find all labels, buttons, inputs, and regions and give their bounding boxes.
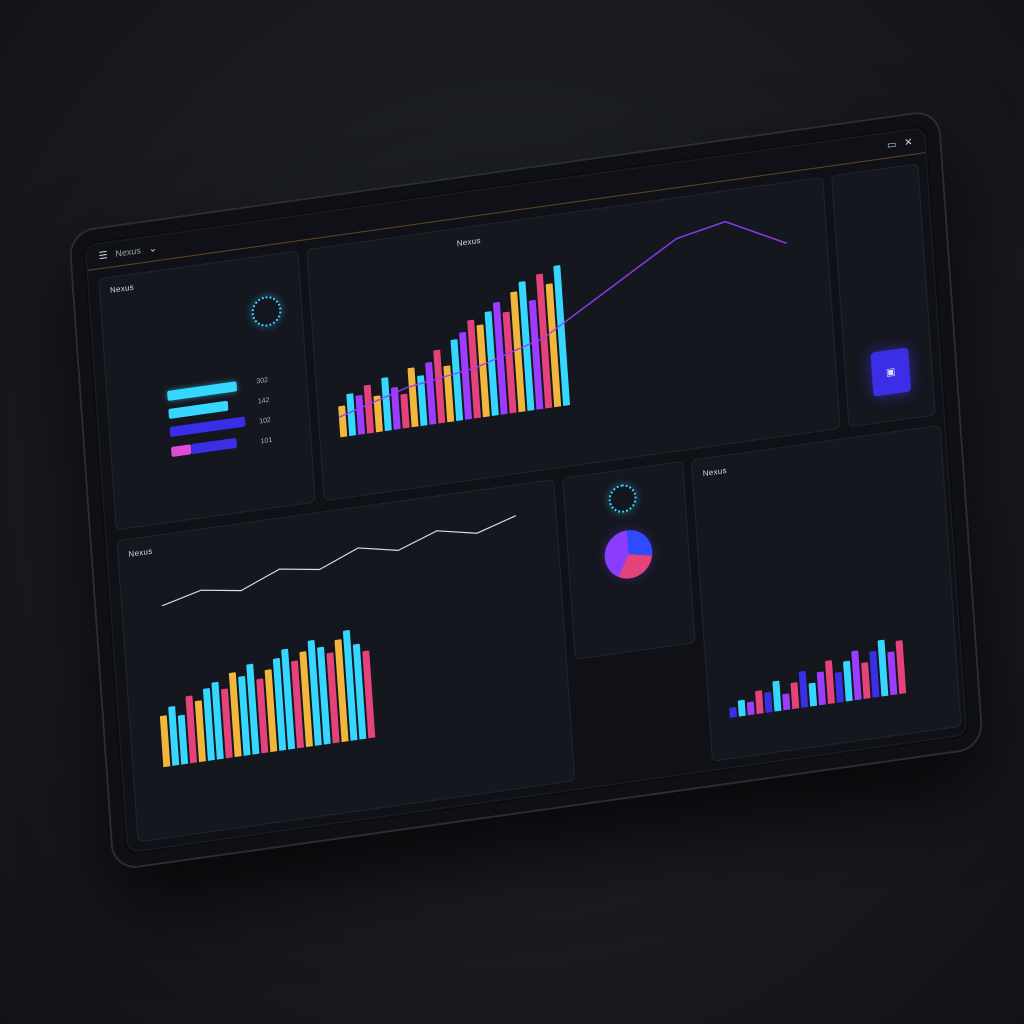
bar-3 (169, 416, 246, 437)
chart-bar (729, 706, 737, 718)
sidebar-action-button[interactable]: ▣ (870, 347, 912, 397)
row-value-3: 102 (258, 416, 272, 426)
chart-bar (798, 670, 809, 708)
pie-chart (603, 527, 654, 582)
chart-bar (755, 690, 764, 715)
chevron-down-icon[interactable]: ⌄ (148, 242, 158, 255)
chart-bar (824, 660, 835, 705)
left-panel-title: Nexus (109, 282, 135, 295)
row-value-2: 142 (257, 396, 270, 406)
menu-icon[interactable]: ☰ (98, 249, 108, 262)
tablet-device: ☰ Nexus ⌄ ▭ ✕ Nexus 302 142 102 101 (67, 108, 985, 872)
main-trend-line (338, 220, 788, 419)
chart-bar (816, 671, 826, 706)
right-panel: Nexus (690, 424, 962, 762)
chart-bar (772, 680, 782, 712)
row-value-1: 302 (256, 376, 269, 386)
chart-bar (737, 699, 746, 717)
pie-panel (562, 460, 696, 660)
chart-bar (808, 682, 818, 707)
chart-bar (790, 682, 800, 710)
gauge-icon (607, 482, 638, 515)
left-panel: Nexus 302 142 102 101 (98, 250, 316, 531)
chart-bar (842, 660, 853, 702)
right-bar-chart (726, 633, 907, 718)
close-icon[interactable]: ✕ (903, 136, 914, 149)
chart-bar (764, 691, 773, 713)
bar-4 (170, 444, 192, 457)
chart-bar (861, 662, 871, 700)
chart-bar (851, 650, 862, 701)
bar-1 (167, 381, 238, 401)
chart-bar (782, 693, 791, 711)
sidebar-button-icon: ▣ (885, 365, 896, 379)
chart-bar (834, 671, 844, 703)
chart-bar (895, 640, 907, 695)
lower-left-panel: Nexus (116, 478, 576, 843)
right-panel-title: Nexus (702, 465, 728, 479)
lower-sparkline (161, 515, 517, 607)
app-title: Nexus (115, 245, 142, 259)
chart-bar (877, 639, 889, 697)
right-sidebar: ▣ (831, 163, 936, 428)
main-chart-panel: Nexus (306, 176, 841, 502)
row-value-4: 101 (260, 436, 273, 446)
dashboard-screen: ☰ Nexus ⌄ ▭ ✕ Nexus 302 142 102 101 (84, 126, 968, 854)
bar-2 (168, 400, 229, 419)
chart-bar (746, 701, 755, 716)
bar-5 (190, 437, 238, 455)
minimize-icon[interactable]: ▭ (886, 138, 897, 151)
radar-icon (250, 294, 283, 329)
